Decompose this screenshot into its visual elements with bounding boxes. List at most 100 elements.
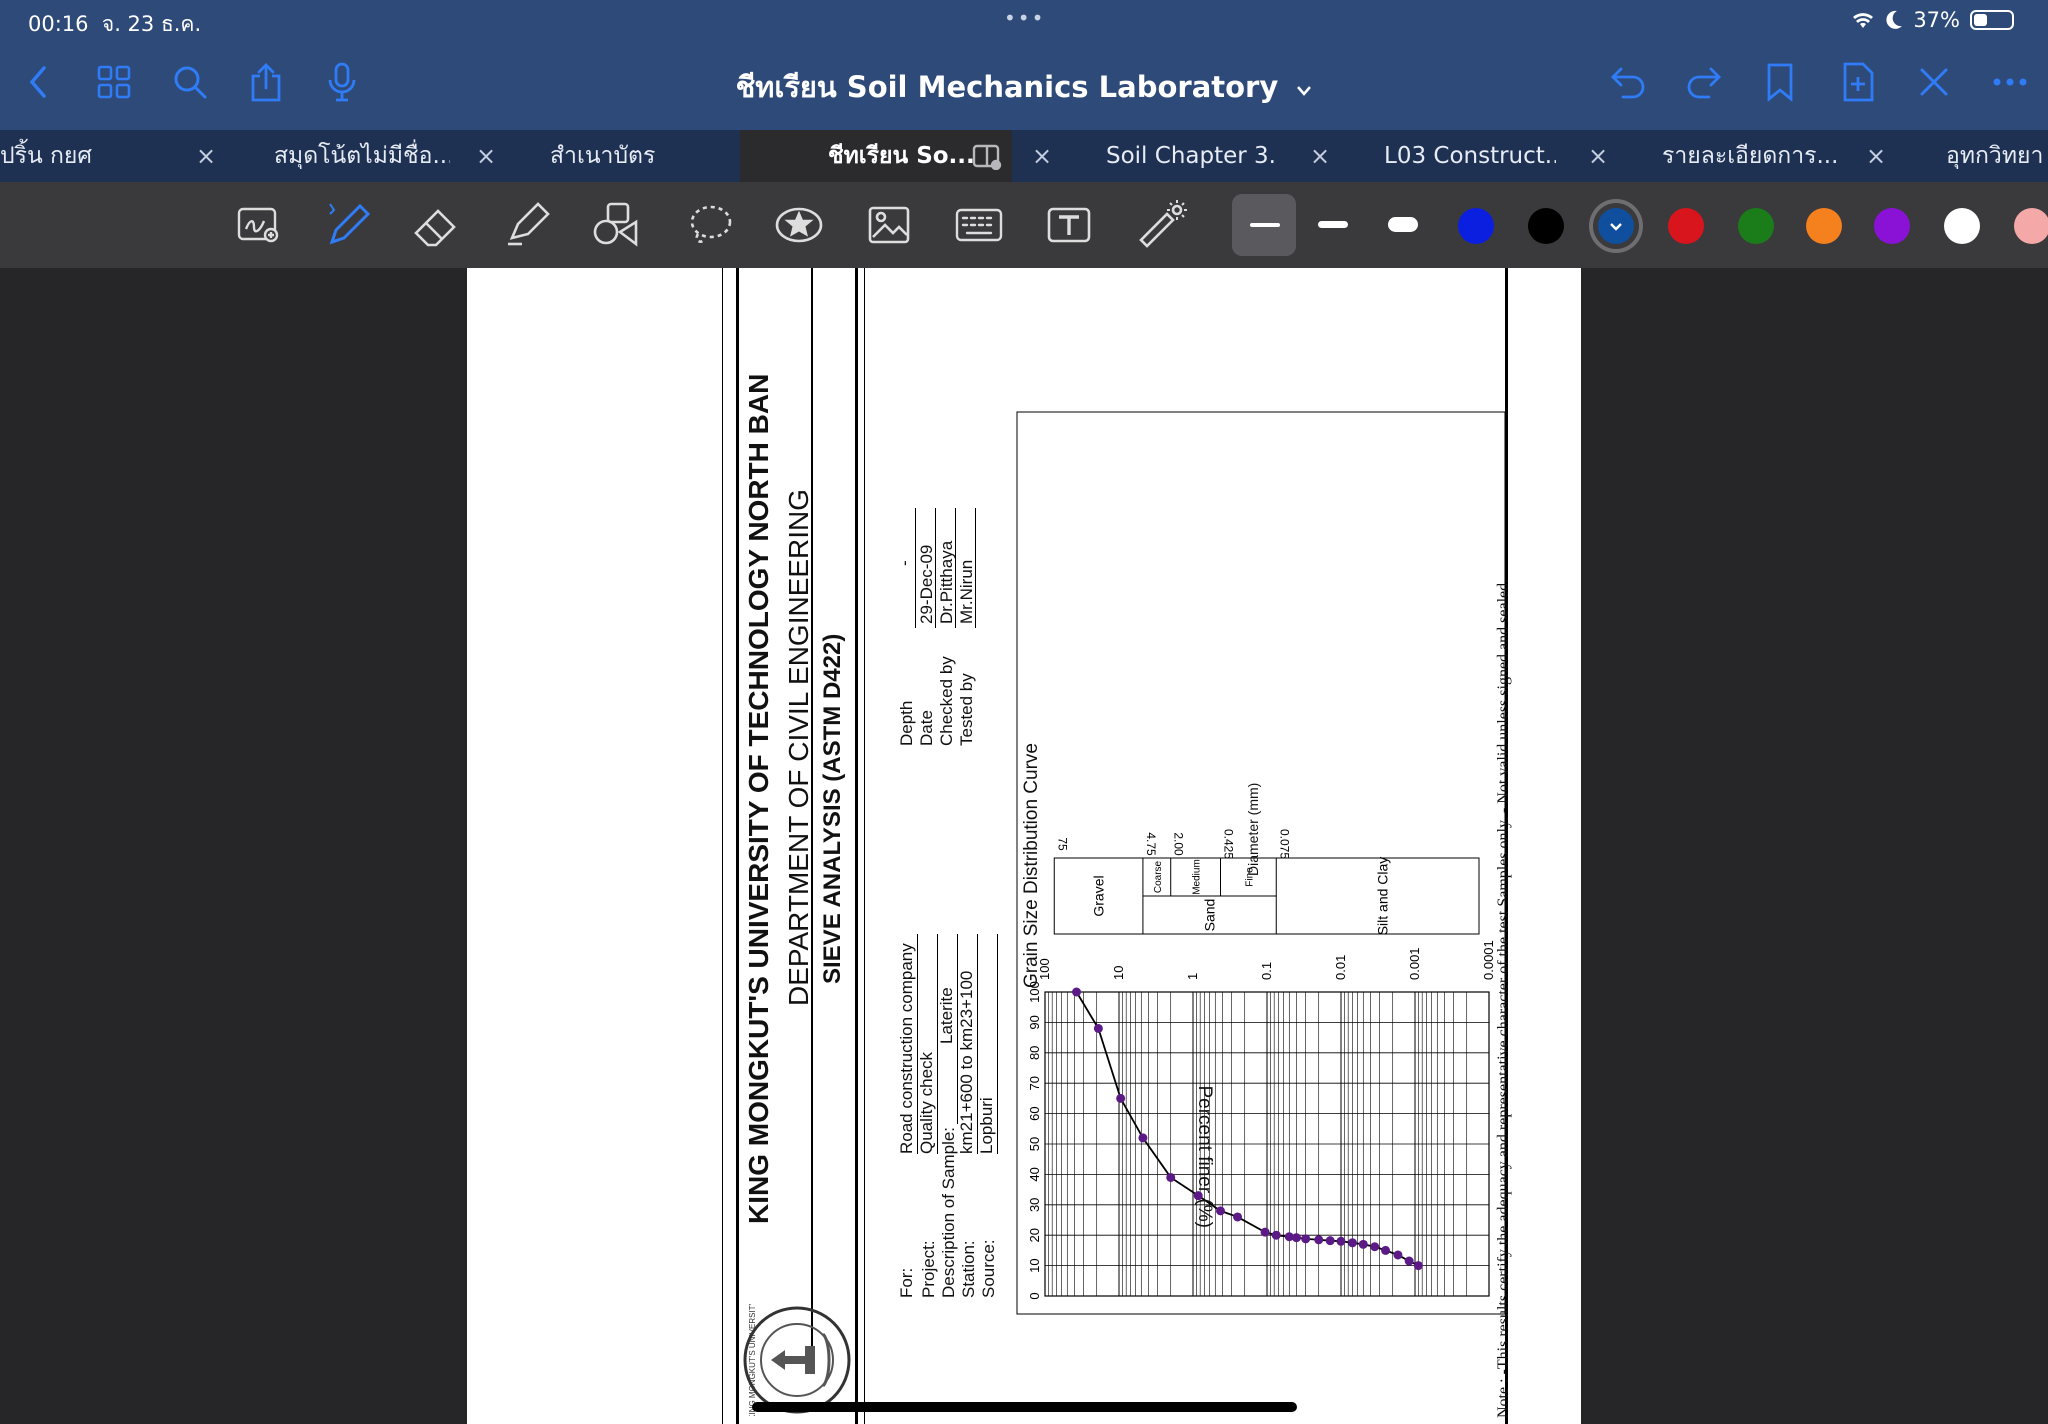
close-tab-icon[interactable]: × bbox=[196, 142, 217, 170]
class-label-fine: Fine bbox=[1244, 867, 1255, 887]
class-boundary-label: 4.75 bbox=[1144, 832, 1158, 856]
laser-pointer-icon[interactable] bbox=[1134, 198, 1188, 252]
shapes-icon[interactable] bbox=[590, 198, 644, 252]
multitasking-dots-icon[interactable]: ••• bbox=[1004, 6, 1046, 30]
wifi-icon bbox=[1853, 13, 1874, 28]
data-point bbox=[1260, 1227, 1270, 1237]
data-point bbox=[1413, 1261, 1423, 1271]
more-icon[interactable] bbox=[1988, 60, 2032, 104]
tab-item[interactable]: รายละเอียดการ... bbox=[1662, 143, 1838, 169]
data-point bbox=[1215, 1206, 1225, 1216]
add-page-icon[interactable] bbox=[1836, 60, 1880, 104]
class-label-coarse: Coarse bbox=[1153, 860, 1164, 893]
sticker-icon[interactable] bbox=[772, 198, 826, 252]
color-swatch-orange[interactable] bbox=[1806, 208, 1842, 244]
close-tab-icon[interactable]: × bbox=[1310, 142, 1331, 170]
color-swatch-blue[interactable] bbox=[1458, 208, 1494, 244]
back-chevron-icon[interactable] bbox=[16, 60, 60, 104]
data-point bbox=[1325, 1236, 1335, 1246]
tab-item[interactable]: อุทกวิทยา bbox=[1946, 143, 2044, 169]
close-tab-icon[interactable]: × bbox=[1588, 142, 1609, 170]
class-label-gravel: Gravel bbox=[1091, 875, 1107, 916]
highlighter-icon[interactable] bbox=[500, 198, 554, 252]
chart-border bbox=[1016, 411, 1506, 1315]
x-tick-label: 1 bbox=[1185, 973, 1200, 980]
color-swatch-pink[interactable] bbox=[2014, 208, 2048, 244]
y-tick-label: 10 bbox=[1027, 1258, 1042, 1272]
image-icon[interactable] bbox=[862, 198, 916, 252]
search-icon[interactable] bbox=[168, 60, 212, 104]
data-point bbox=[1301, 1234, 1311, 1244]
chart-title: Grain Size Distribution Curve bbox=[1021, 743, 1042, 988]
data-point bbox=[1291, 1233, 1301, 1243]
eraser-icon[interactable] bbox=[410, 198, 464, 252]
svg-text:KING MONGKUT'S UNIVERSITY: KING MONGKUT'S UNIVERSITY bbox=[748, 1304, 757, 1416]
color-swatch-black[interactable] bbox=[1528, 208, 1564, 244]
color-swatch-white[interactable] bbox=[1944, 208, 1980, 244]
grid-icon[interactable] bbox=[92, 60, 136, 104]
tab-item[interactable]: สำเนาบัตร bbox=[550, 143, 656, 169]
university-seal-logo: KING MONGKUT'S UNIVERSITY bbox=[743, 1304, 851, 1416]
tab-item[interactable]: สมุดโน้ตไม่มีชื่อ... bbox=[274, 143, 450, 169]
close-tab-icon[interactable]: × bbox=[476, 142, 497, 170]
bookmark-icon[interactable] bbox=[1758, 60, 1802, 104]
tab-item[interactable]: Soil Chapter 3... bbox=[1106, 143, 1278, 169]
annotation-toolbar bbox=[0, 182, 2048, 268]
class-boundary-label: 0.075 bbox=[1277, 829, 1291, 859]
data-point bbox=[1381, 1245, 1391, 1255]
tab-item[interactable]: L03 Construct... bbox=[1384, 143, 1556, 169]
tab-item[interactable]: ปริ้น กยศ bbox=[0, 143, 92, 169]
data-point bbox=[1138, 1133, 1148, 1143]
pen-icon[interactable] bbox=[322, 198, 376, 252]
close-tab-icon[interactable]: × bbox=[1866, 142, 1887, 170]
color-swatch-navy-selected[interactable] bbox=[1598, 208, 1634, 244]
y-tick-label: 20 bbox=[1027, 1228, 1042, 1242]
close-icon[interactable] bbox=[1912, 60, 1956, 104]
chevron-down-icon[interactable] bbox=[1296, 85, 1312, 97]
class-label-sand: Sand bbox=[1202, 899, 1218, 932]
data-point bbox=[1393, 1250, 1403, 1260]
text-box-icon[interactable] bbox=[1042, 198, 1096, 252]
y-tick-label: 70 bbox=[1027, 1076, 1042, 1090]
status-bar: 00:16 จ. 23 ธ.ค. ••• 37% bbox=[0, 0, 2048, 42]
microphone-icon[interactable] bbox=[320, 60, 364, 104]
lasso-icon[interactable] bbox=[684, 198, 738, 252]
data-point bbox=[1336, 1236, 1346, 1246]
chevron-down-icon bbox=[1610, 223, 1622, 231]
stroke-thin-option[interactable] bbox=[1250, 223, 1280, 227]
tab-item-active[interactable]: ชีทเรียน So... bbox=[740, 130, 1012, 182]
class-boundary-label: 0.425 bbox=[1221, 829, 1235, 859]
data-point bbox=[1358, 1239, 1368, 1249]
color-swatch-purple[interactable] bbox=[1874, 208, 1910, 244]
battery-percent: 37% bbox=[1913, 8, 1960, 32]
split-view-icon[interactable] bbox=[972, 144, 1002, 170]
data-point bbox=[1193, 1191, 1203, 1201]
class-boundary-label: 75 bbox=[1055, 837, 1069, 851]
data-point bbox=[1284, 1232, 1294, 1242]
document-title[interactable]: ชีทเรียน Soil Mechanics Laboratory bbox=[0, 64, 2048, 110]
color-swatch-red[interactable] bbox=[1668, 208, 1704, 244]
class-label-medium: Medium bbox=[1192, 859, 1203, 895]
data-point bbox=[1404, 1256, 1414, 1266]
x-tick-label: 0.1 bbox=[1259, 962, 1274, 980]
document-page[interactable]: KING MONGKUT'S UNIVERSITY KING MONGKUT'S… bbox=[467, 268, 1581, 1424]
undo-icon[interactable] bbox=[1606, 60, 1650, 104]
nav-bar: ชีทเรียน Soil Mechanics Laboratory bbox=[0, 42, 2048, 130]
keyboard-icon[interactable] bbox=[952, 198, 1006, 252]
share-icon[interactable] bbox=[244, 60, 288, 104]
x-tick-label: 10 bbox=[1111, 966, 1126, 980]
y-tick-label: 60 bbox=[1027, 1106, 1042, 1120]
status-right: 37% bbox=[1851, 8, 2014, 32]
tab-strip: ปริ้น กยศ × สมุดโน้ตไม่มีชื่อ... × สำเนา… bbox=[0, 130, 2048, 182]
lasso-zoom-icon[interactable] bbox=[232, 198, 286, 252]
redo-icon[interactable] bbox=[1682, 60, 1726, 104]
x-tick-label: 0.0001 bbox=[1481, 940, 1496, 980]
data-point bbox=[1166, 1172, 1176, 1182]
close-tab-icon[interactable]: × bbox=[1032, 142, 1053, 170]
stroke-thick-option[interactable] bbox=[1388, 217, 1418, 232]
stroke-medium-option[interactable] bbox=[1318, 221, 1348, 228]
color-swatch-green[interactable] bbox=[1738, 208, 1774, 244]
home-indicator bbox=[752, 1402, 1297, 1412]
battery-icon bbox=[1970, 10, 2014, 30]
y-tick-label: 90 bbox=[1027, 1015, 1042, 1029]
